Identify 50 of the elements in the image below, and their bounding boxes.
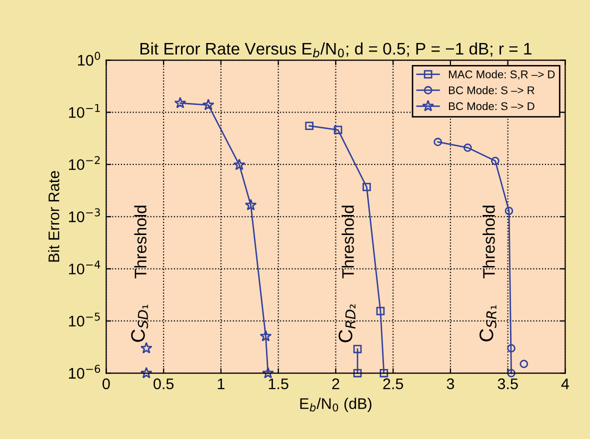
point xyxy=(376,306,385,316)
point xyxy=(244,198,257,210)
point xyxy=(362,182,371,192)
x-tick-label: 3 xyxy=(446,378,454,390)
point xyxy=(202,98,214,110)
point xyxy=(520,360,528,368)
point xyxy=(504,206,514,216)
x-tick-label: 3.5 xyxy=(498,378,518,390)
point xyxy=(507,344,516,352)
y-tick-label: 10$^{−5}$ xyxy=(69,312,100,327)
annotation: C$_{RD₂}$ xyxy=(338,304,356,342)
y-tick-label: 10$^{−2}$ xyxy=(69,156,100,170)
legend-label: BC Mode: S –> R xyxy=(449,86,534,94)
legend-label: MAC Mode: S,R –> D xyxy=(449,70,555,80)
point xyxy=(434,138,442,146)
point xyxy=(305,122,314,130)
y-tick-label: 10$^{−3}$ xyxy=(69,208,100,222)
point xyxy=(507,368,516,378)
y-tick-label: 10$^{0}$ xyxy=(78,52,100,66)
point xyxy=(464,144,472,152)
y-tick-label: 10$^{−1}$ xyxy=(69,104,100,118)
x-tick-label: 2.5 xyxy=(383,378,404,390)
y-axis-title: Bit Error Rate xyxy=(48,171,60,262)
legend-label: BC Mode: S –> D xyxy=(449,102,534,110)
point xyxy=(174,96,186,108)
point xyxy=(491,156,500,166)
x-tick-label: 4 xyxy=(561,378,570,390)
point xyxy=(353,368,362,378)
x-tick-label: 2 xyxy=(332,378,340,390)
x-tick-label: 1 xyxy=(218,378,224,390)
point xyxy=(260,330,272,342)
point xyxy=(233,158,246,170)
point xyxy=(353,344,362,354)
point xyxy=(262,366,274,378)
annotation: C$_{SR₁}$ xyxy=(480,305,496,342)
y-tick-label: 10$^{−4}$ xyxy=(69,260,100,274)
point xyxy=(140,342,152,354)
annotation: Threshold xyxy=(134,206,146,278)
chart-title: Bit Error Rate Versus E$_{b}$/N$_{0}$; d = 0.5; P = −1 dB; r = 1 xyxy=(140,42,532,58)
y-tick-label: 10$^{−6}$ xyxy=(69,364,100,379)
x-tick-label: 1.5 xyxy=(268,378,288,390)
annotation: Threshold xyxy=(342,206,354,278)
point xyxy=(380,368,388,378)
point xyxy=(140,366,152,378)
annotation: C$_{SD₁}$ xyxy=(131,304,148,342)
annotation: Threshold xyxy=(482,206,495,278)
point xyxy=(334,126,342,134)
x-tick-label: 0 xyxy=(102,378,110,390)
x-tick-label: 0.5 xyxy=(154,378,174,390)
x-axis-title: E$_{b}$/N$_{0}$ (dB) xyxy=(300,398,372,412)
